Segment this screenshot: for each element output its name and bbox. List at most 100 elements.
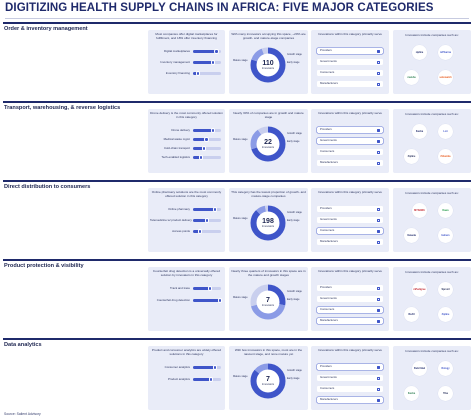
- customer-label: Consumers: [320, 228, 335, 233]
- stage-label: Early stage: [287, 140, 300, 143]
- stage-label: Early stage: [287, 377, 300, 380]
- customer-label: Governments: [320, 138, 337, 143]
- customer-check-icon: [377, 240, 380, 244]
- customer-label: Manufacturers: [320, 397, 338, 402]
- solution-bar-row: Online pharmacy: [150, 207, 223, 212]
- source-note: Source: Salient Advisory: [4, 412, 41, 416]
- solution-bar-track: [193, 377, 221, 382]
- customer-row: Providers: [317, 285, 383, 291]
- innovator-count-unit: Innovators: [261, 67, 275, 70]
- solution-bar-track: [193, 286, 221, 291]
- customer-row: Governments: [317, 138, 383, 144]
- customer-row: Manufacturers: [317, 81, 383, 87]
- solution-bar-fill: [193, 156, 202, 159]
- company-logo-text: Vezeeta: [407, 233, 416, 237]
- company-logo: Sproxil: [438, 282, 453, 297]
- customer-row: Consumers: [317, 228, 383, 234]
- company-logo: Tiba: [438, 386, 453, 401]
- stage-label: Early stage: [287, 298, 300, 301]
- company-logo-text: maisha: [407, 75, 416, 79]
- company-logo: Rology: [438, 361, 453, 376]
- company-logo-text: mPharma: [440, 50, 451, 54]
- donut-slice-growth-stage: [250, 363, 286, 399]
- section-divider: [3, 180, 471, 182]
- solution-bar-label: Drone delivery: [171, 127, 190, 132]
- company-logo: maisha: [404, 70, 419, 85]
- customer-label: Governments: [320, 375, 337, 380]
- customer-check-icon: [377, 297, 380, 301]
- solution-bar-track: [193, 365, 221, 370]
- innovators-panel: Innovators include companies such as: Kas…: [393, 109, 471, 173]
- solution-bar-knob: [214, 49, 219, 54]
- company-logo-text: Zipline: [407, 154, 416, 158]
- customer-check-icon: [377, 286, 380, 290]
- section-title: Product protection & visibility: [4, 263, 84, 269]
- stage-label: Growth stage: [287, 290, 302, 293]
- customer-row: Providers: [317, 206, 383, 212]
- innovators-heading: Innovators include companies such as:: [405, 191, 459, 195]
- customers-panel: Innovations within this category primari…: [311, 267, 389, 331]
- title-divider: [5, 18, 469, 19]
- customer-row: Consumers: [317, 307, 383, 313]
- stage-label: Mature stage: [233, 296, 248, 299]
- customer-label: Consumers: [320, 149, 335, 154]
- solution-bar-label: Access points: [172, 228, 190, 233]
- customer-row: Governments: [317, 375, 383, 381]
- solutions-panel: Counterfeit drug detection is a universa…: [148, 267, 225, 331]
- company-logo: zipline: [412, 45, 427, 60]
- solution-bar-knob: [213, 207, 218, 212]
- company-logo: mPedigree: [412, 282, 427, 297]
- customer-label: Consumers: [320, 386, 335, 391]
- solutions-panel: Product and consumer analytics are widel…: [148, 346, 225, 410]
- stage-label: Mature stage: [233, 138, 248, 141]
- category-section: Transport, warehousing, & reverse logist…: [0, 101, 474, 173]
- solution-bar-label: Track and trace: [170, 285, 190, 290]
- innovators-panel: Innovators include companies such as: zip…: [393, 30, 471, 94]
- stage-donut: 7 Innovators: [250, 284, 286, 324]
- category-section: Direct distribution to consumers Online p…: [0, 180, 474, 252]
- solution-bar-track: [193, 128, 221, 133]
- customer-check-icon: [377, 60, 380, 64]
- solution-bar-knob: [211, 60, 216, 65]
- solution-bar-row: Consumer analytics: [150, 365, 223, 370]
- solution-bar-track: [193, 207, 221, 212]
- customer-row: Providers: [317, 48, 383, 54]
- solution-bar-fill: [193, 138, 207, 141]
- stage-panel: With few innovators in this space, most …: [229, 346, 308, 410]
- innovator-count-unit: Innovators: [261, 225, 275, 228]
- solution-bar-label: Digital marketplaces: [163, 48, 190, 53]
- company-logo: Helium: [438, 228, 453, 243]
- company-logo: sokowatch: [438, 70, 453, 85]
- category-section: Data analytics Product and consumer analy…: [0, 338, 474, 410]
- customer-check-icon: [377, 398, 380, 402]
- customer-check-icon: [377, 150, 380, 154]
- customer-row: Manufacturers: [317, 397, 383, 403]
- customer-label: Manufacturers: [320, 160, 338, 165]
- solution-bar-fill: [193, 366, 215, 369]
- donut-slice-growth-stage: [250, 284, 286, 320]
- solution-bar-track: [193, 137, 221, 142]
- stage-label: Mature stage: [233, 375, 248, 378]
- solution-bar-label: Inventory financing: [165, 70, 190, 75]
- section-divider: [3, 101, 471, 103]
- solutions-description: Counterfeit drug detection is a universa…: [152, 269, 221, 277]
- company-logo: Lori: [438, 124, 453, 139]
- customer-row: Manufacturers: [317, 318, 383, 324]
- page-title: DIGITIZING HEALTH SUPPLY CHAINS IN AFRIC…: [5, 2, 434, 14]
- section-title: Data analytics: [4, 342, 42, 348]
- innovators-heading: Innovators include companies such as:: [405, 33, 459, 37]
- solutions-description: Drone delivery is the most commonly offe…: [150, 111, 223, 119]
- solution-bar-label: Tech-enabled logistics: [161, 154, 190, 159]
- solution-bar-row: Product analytics: [150, 377, 223, 382]
- solutions-description: Online pharmacy solutions are the most c…: [151, 190, 222, 198]
- solution-bar-track: [193, 49, 221, 54]
- innovators-heading: Innovators include companies such as:: [405, 112, 459, 116]
- customer-label: Consumers: [320, 307, 335, 312]
- donut-slice-mature-stage: [250, 47, 286, 83]
- customers-panel: Innovations within this category primari…: [311, 30, 389, 94]
- customers-heading: Innovations within this category primari…: [318, 111, 382, 115]
- customer-label: Governments: [320, 296, 337, 301]
- innovator-count-unit: Innovators: [261, 304, 275, 307]
- company-logo-text: zipline: [415, 50, 424, 54]
- stage-donut-chart: [250, 126, 286, 162]
